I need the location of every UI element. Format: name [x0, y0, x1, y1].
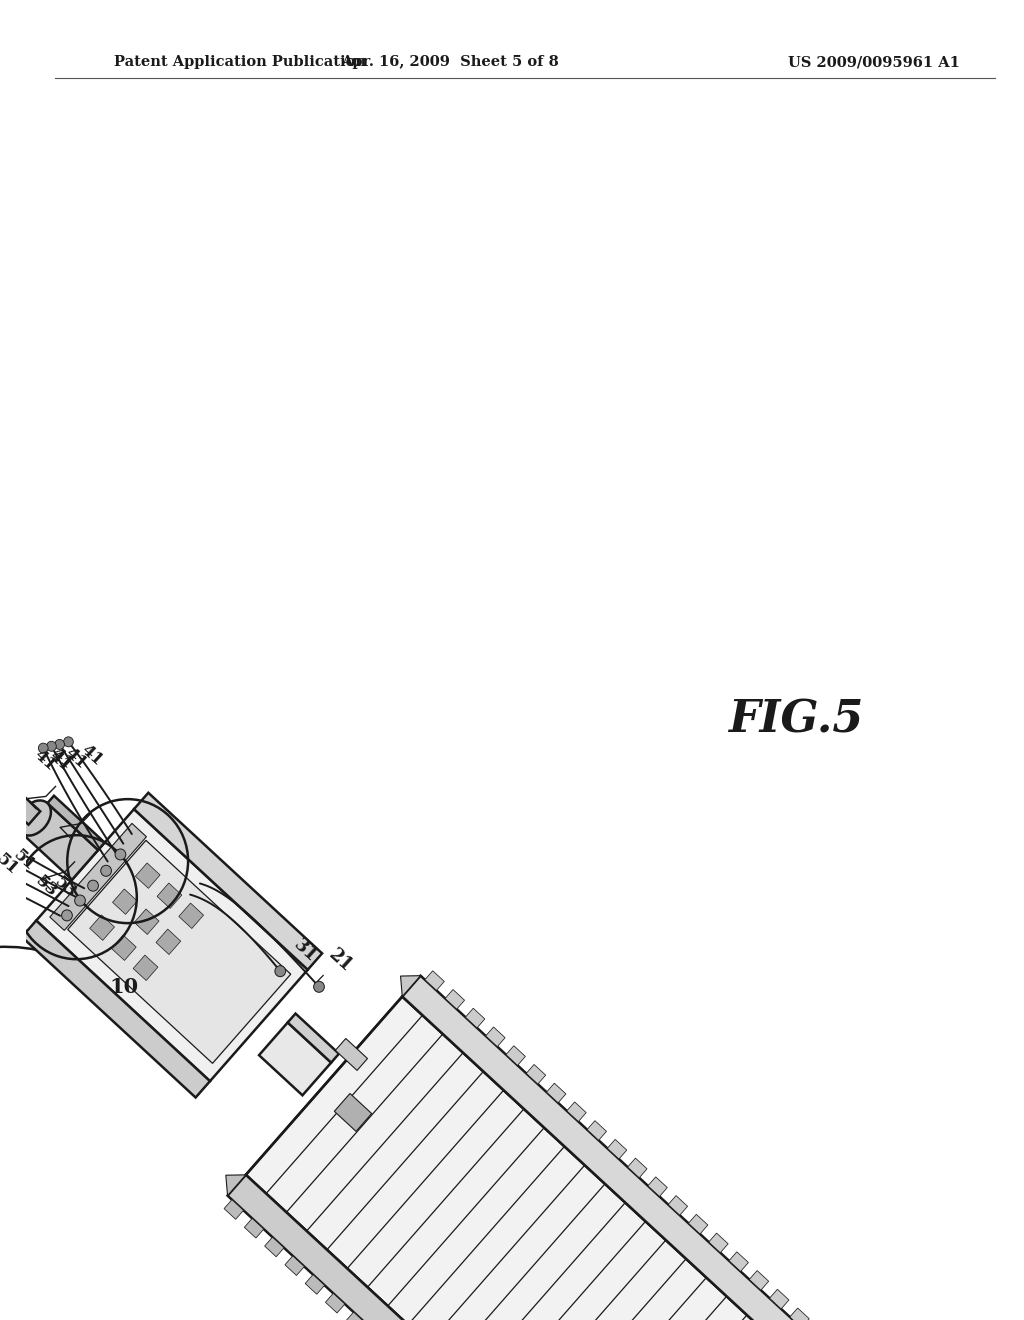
Polygon shape: [305, 1275, 325, 1294]
Polygon shape: [587, 1121, 606, 1140]
Circle shape: [100, 866, 112, 876]
Polygon shape: [285, 1255, 304, 1275]
Text: 41: 41: [48, 744, 77, 772]
Polygon shape: [224, 1200, 244, 1220]
Polygon shape: [288, 1014, 339, 1063]
Polygon shape: [135, 863, 160, 888]
Polygon shape: [112, 935, 136, 961]
Polygon shape: [264, 1237, 284, 1257]
Polygon shape: [346, 1312, 366, 1320]
Polygon shape: [259, 1023, 331, 1096]
Circle shape: [88, 880, 98, 891]
Text: 31: 31: [290, 936, 321, 966]
Polygon shape: [156, 929, 181, 954]
Circle shape: [313, 981, 325, 993]
Polygon shape: [179, 903, 204, 928]
Polygon shape: [688, 1214, 708, 1234]
Polygon shape: [485, 1027, 505, 1047]
Polygon shape: [68, 841, 291, 1064]
Circle shape: [38, 743, 48, 754]
Polygon shape: [36, 809, 308, 1081]
Polygon shape: [526, 1064, 546, 1084]
Text: 41: 41: [78, 741, 105, 770]
Text: FIG.5: FIG.5: [728, 698, 863, 742]
Polygon shape: [445, 990, 465, 1008]
Polygon shape: [334, 1093, 372, 1131]
Polygon shape: [402, 975, 928, 1320]
Text: Apr. 16, 2009  Sheet 5 of 8: Apr. 16, 2009 Sheet 5 of 8: [341, 55, 559, 69]
Circle shape: [75, 895, 85, 906]
Polygon shape: [400, 975, 421, 997]
Text: 41: 41: [46, 747, 75, 775]
Polygon shape: [648, 1177, 668, 1196]
Text: 53: 53: [33, 873, 60, 900]
Polygon shape: [134, 909, 159, 935]
Polygon shape: [709, 1233, 728, 1253]
Ellipse shape: [1, 785, 17, 803]
Polygon shape: [628, 1158, 647, 1177]
Polygon shape: [47, 796, 104, 850]
Circle shape: [46, 742, 56, 751]
Polygon shape: [227, 1175, 753, 1320]
Ellipse shape: [17, 800, 51, 836]
Circle shape: [115, 849, 126, 859]
Polygon shape: [134, 793, 323, 970]
Polygon shape: [326, 1294, 345, 1313]
Circle shape: [61, 909, 73, 921]
Polygon shape: [567, 1102, 586, 1122]
Polygon shape: [729, 1251, 749, 1271]
Polygon shape: [425, 970, 444, 990]
Polygon shape: [113, 888, 137, 915]
Text: 41: 41: [61, 744, 90, 772]
Polygon shape: [669, 1196, 687, 1216]
Polygon shape: [226, 1175, 246, 1196]
Polygon shape: [90, 915, 115, 940]
Text: 21: 21: [325, 945, 355, 975]
Polygon shape: [245, 1218, 264, 1238]
Polygon shape: [22, 803, 98, 879]
Text: 53: 53: [51, 874, 80, 902]
Text: US 2009/0095961 A1: US 2009/0095961 A1: [788, 55, 959, 69]
Polygon shape: [22, 920, 210, 1097]
Circle shape: [274, 966, 286, 977]
Polygon shape: [506, 1045, 525, 1065]
Circle shape: [63, 737, 74, 747]
Polygon shape: [3, 788, 40, 825]
Polygon shape: [790, 1308, 809, 1320]
Polygon shape: [157, 883, 182, 908]
Polygon shape: [607, 1139, 627, 1159]
Text: 41: 41: [31, 746, 59, 775]
Polygon shape: [770, 1290, 788, 1309]
Polygon shape: [335, 1039, 368, 1071]
Text: 51: 51: [0, 850, 22, 878]
Polygon shape: [246, 997, 909, 1320]
Polygon shape: [466, 1008, 484, 1028]
Polygon shape: [50, 824, 146, 931]
Text: 51: 51: [9, 846, 38, 874]
Circle shape: [54, 739, 65, 750]
Text: 10: 10: [109, 977, 138, 997]
Text: Patent Application Publication: Patent Application Publication: [114, 55, 366, 69]
Polygon shape: [750, 1271, 769, 1290]
Polygon shape: [547, 1084, 566, 1102]
Polygon shape: [133, 956, 158, 981]
